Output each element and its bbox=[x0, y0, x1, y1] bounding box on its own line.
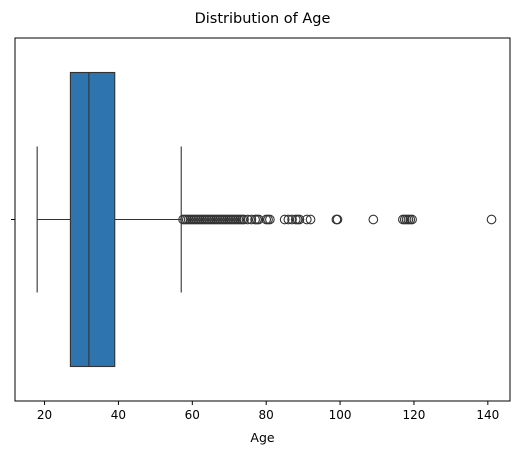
outlier-point bbox=[287, 214, 297, 225]
x-tick-label: 20 bbox=[37, 408, 52, 422]
outlier-point bbox=[279, 214, 290, 225]
outlier-point bbox=[294, 214, 305, 225]
chart-title: Distribution of Age bbox=[195, 11, 331, 27]
outlier-point bbox=[265, 214, 275, 225]
x-tick-label: 80 bbox=[259, 408, 274, 422]
outlier-point bbox=[332, 214, 343, 225]
iqr-box bbox=[69, 71, 116, 368]
outlier-point bbox=[305, 214, 316, 225]
outlier-point bbox=[242, 214, 253, 225]
outlier-point bbox=[486, 214, 497, 225]
x-axis-label: Age bbox=[250, 430, 274, 445]
outlier-point bbox=[253, 214, 264, 225]
outlier-point bbox=[301, 214, 312, 225]
outlier-point bbox=[252, 214, 262, 225]
x-tick-label: 120 bbox=[403, 408, 426, 422]
outlier-point bbox=[263, 214, 273, 225]
outlier-point bbox=[407, 214, 417, 225]
outlier-point bbox=[283, 214, 294, 225]
x-tick-label: 40 bbox=[111, 408, 126, 422]
x-tick-label: 60 bbox=[185, 408, 200, 422]
x-tick-label: 100 bbox=[329, 408, 352, 422]
x-tick-label: 140 bbox=[476, 408, 499, 422]
outlier-point bbox=[368, 214, 379, 225]
outlier-point bbox=[239, 214, 249, 225]
plot-area bbox=[36, 71, 497, 368]
x-axis: 20 40 60 80 100 120 140 bbox=[37, 401, 499, 422]
outlier-point bbox=[246, 214, 257, 225]
outlier-point bbox=[292, 214, 303, 225]
